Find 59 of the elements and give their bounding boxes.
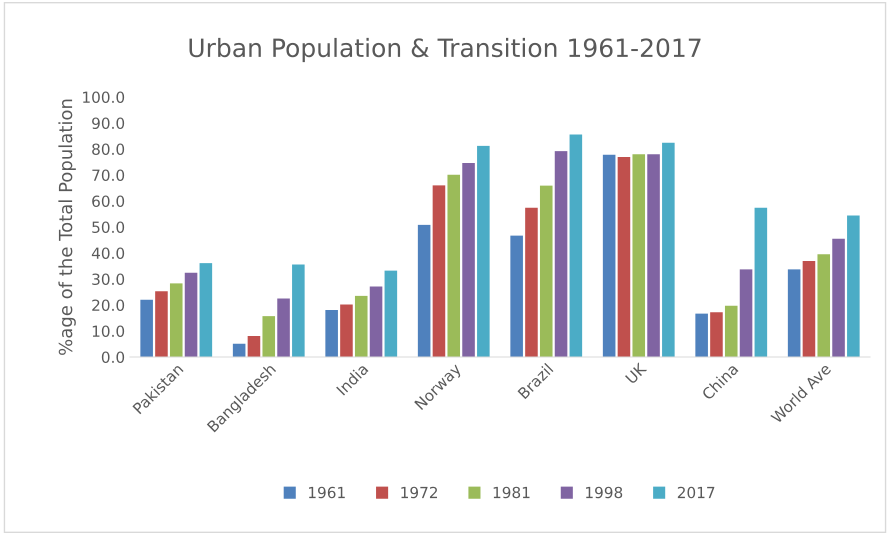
- bar: [432, 185, 446, 357]
- bar: [354, 296, 368, 357]
- bar: [262, 316, 276, 357]
- bar: [802, 261, 816, 357]
- legend-label: 1972: [401, 486, 438, 498]
- y-tick-label: 50.0: [92, 221, 124, 234]
- bar: [602, 154, 616, 357]
- y-tick-label: 10.0: [92, 325, 124, 338]
- bar: [754, 208, 768, 357]
- bar: [462, 163, 475, 357]
- y-tick-label: 60.0: [92, 195, 124, 208]
- bar: [788, 269, 800, 357]
- bar: [184, 272, 198, 357]
- bar: [140, 300, 153, 357]
- bar: [292, 264, 305, 357]
- bar: [724, 306, 738, 357]
- bar: [277, 298, 290, 357]
- legend-label: 2017: [678, 486, 714, 498]
- legend-label: 1961: [308, 486, 345, 498]
- bar: [817, 254, 830, 357]
- bar: [632, 154, 646, 357]
- bar: [447, 174, 460, 357]
- y-tick-label: 90.0: [92, 117, 124, 130]
- bar: [170, 283, 183, 357]
- bar: [832, 238, 845, 357]
- bar: [710, 312, 723, 357]
- x-tick-label: UK: [625, 362, 648, 384]
- y-tick-label: 40.0: [92, 247, 124, 260]
- bar: [695, 314, 708, 357]
- legend-label: 1998: [586, 486, 622, 498]
- bar: [847, 216, 860, 357]
- bar: [554, 151, 568, 357]
- y-axis-title: %age of the Total Population: [58, 100, 76, 355]
- chart-title: Urban Population & Transition 1961-2017: [189, 38, 701, 62]
- bar: [384, 270, 398, 357]
- bar: [570, 134, 582, 357]
- bar: [325, 310, 338, 357]
- bar: [418, 224, 430, 357]
- bar: [370, 286, 382, 357]
- bar: [540, 186, 553, 357]
- bar: [200, 263, 212, 357]
- bar: [155, 291, 168, 357]
- bar: [510, 236, 523, 357]
- bar: [232, 344, 246, 357]
- bar: [340, 304, 353, 357]
- y-tick-label: 100.0: [83, 91, 124, 104]
- y-tick-label: 0.0: [102, 351, 124, 364]
- bar: [647, 154, 660, 357]
- bar: [248, 336, 260, 357]
- bar: [525, 208, 538, 357]
- y-tick-label: 80.0: [92, 143, 124, 156]
- bar: [477, 146, 490, 357]
- y-tick-label: 20.0: [92, 299, 124, 312]
- y-tick-label: 70.0: [92, 169, 124, 182]
- bar: [618, 157, 630, 357]
- y-tick-label: 30.0: [92, 273, 124, 286]
- bar: [662, 142, 675, 357]
- legend-label: 1981: [494, 486, 530, 498]
- bar: [740, 269, 752, 357]
